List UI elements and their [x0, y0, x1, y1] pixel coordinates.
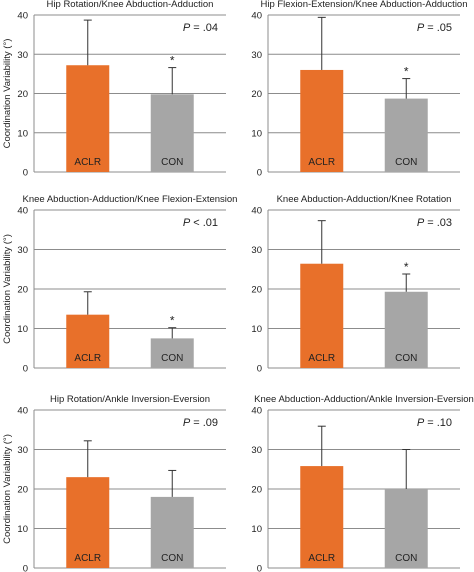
bar-aclr — [66, 65, 110, 172]
y-tick-label: 30 — [251, 50, 262, 61]
p-value-text: < .01 — [190, 217, 218, 229]
p-value-label: P = .03 — [417, 217, 452, 229]
y-tick-label: 10 — [251, 324, 262, 335]
bar-con — [384, 98, 428, 172]
bar-aclr — [300, 466, 344, 568]
p-value-prefix: P — [183, 417, 191, 429]
y-tick-label: 10 — [251, 524, 262, 535]
p-value-prefix: P — [183, 22, 191, 34]
bar-con — [150, 94, 194, 172]
p-value-label: P < .01 — [183, 217, 218, 229]
chart-panel-1: 0 10 20 30 40 Hip Rotation/Knee Abduction-Add… — [2, 0, 226, 179]
bar-aclr — [66, 314, 110, 368]
p-value-prefix: P — [183, 217, 191, 229]
p-value-text: = .10 — [424, 417, 452, 429]
y-tick-label: 20 — [251, 285, 262, 296]
y-tick-label: 20 — [17, 89, 28, 100]
y-tick-label: 0 — [257, 364, 262, 375]
y-tick-label: 20 — [251, 89, 262, 100]
bar-aclr — [300, 69, 344, 172]
p-value-label: P = .09 — [183, 417, 218, 429]
bar-label-aclr: ACLR — [74, 553, 101, 564]
bar-con — [150, 496, 194, 568]
bar-label-con: CON — [395, 353, 417, 364]
significance-marker: * — [170, 314, 175, 328]
significance-marker: * — [170, 54, 175, 68]
y-tick-label: 40 — [251, 406, 262, 417]
bar-label-con: CON — [161, 353, 183, 364]
y-tick-label: 20 — [17, 485, 28, 496]
y-tick-label: 20 — [251, 485, 262, 496]
bar-aclr — [66, 477, 110, 568]
y-tick-label: 10 — [17, 324, 28, 335]
bar-label-aclr: ACLR — [74, 353, 101, 364]
bar-con — [384, 489, 428, 568]
p-value-text: = .04 — [190, 22, 218, 34]
y-tick-label: 10 — [17, 524, 28, 535]
y-tick-label: 30 — [17, 245, 28, 256]
p-value-text: = .03 — [424, 217, 452, 229]
y-tick-label: 0 — [257, 168, 262, 179]
y-tick-label: 40 — [17, 11, 28, 22]
y-tick-label: 30 — [17, 50, 28, 61]
y-tick-label: 0 — [257, 564, 262, 572]
y-tick-label: 20 — [17, 285, 28, 296]
significance-marker: * — [404, 260, 409, 274]
y-tick-label: 0 — [23, 168, 28, 179]
y-tick-label: 10 — [17, 128, 28, 139]
chart-panel-4: 0 10 20 30 40 Knee Abduction-Adduction/Knee R… — [251, 194, 460, 375]
y-tick-label: 40 — [17, 406, 28, 417]
y-axis-label: Coordination Variability (°) — [2, 39, 13, 149]
p-value-text: = .05 — [424, 22, 452, 34]
bar-label-con: CON — [161, 157, 183, 168]
bar-label-con: CON — [395, 553, 417, 564]
y-tick-label: 30 — [17, 445, 28, 456]
p-value-text: = .09 — [190, 417, 218, 429]
p-value-label: P = .05 — [417, 22, 452, 34]
chart-title: Hip Flexion-Extension/Knee Abduction-Add… — [260, 0, 467, 10]
chart-title: Hip Rotation/Ankle Inversion-Eversion — [50, 394, 210, 405]
bar-label-aclr: ACLR — [308, 157, 335, 168]
chart-title: Knee Abduction-Adduction/Ankle Inversion… — [254, 394, 474, 405]
bar-aclr — [300, 263, 344, 368]
p-value-prefix: P — [417, 217, 425, 229]
y-tick-label: 40 — [17, 206, 28, 217]
y-tick-label: 30 — [251, 245, 262, 256]
chart-panel-5: 0 10 20 30 40 Hip Rotation/Ankle Inversion-Ev… — [2, 394, 226, 572]
bar-label-aclr: ACLR — [308, 353, 335, 364]
p-value-label: P = .04 — [183, 22, 218, 34]
p-value-label: P = .10 — [417, 417, 452, 429]
significance-marker: * — [404, 65, 409, 79]
bar-label-con: CON — [395, 157, 417, 168]
p-value-prefix: P — [417, 417, 425, 429]
bar-label-aclr: ACLR — [74, 157, 101, 168]
chart-title: Knee Abduction-Adduction/Knee Flexion-Ex… — [23, 194, 238, 205]
p-value-prefix: P — [417, 22, 425, 34]
y-tick-label: 0 — [23, 364, 28, 375]
bar-label-aclr: ACLR — [308, 553, 335, 564]
y-tick-label: 0 — [23, 564, 28, 572]
chart-title: Knee Abduction-Adduction/Knee Rotation — [277, 194, 452, 205]
bar-label-con: CON — [161, 553, 183, 564]
y-tick-label: 10 — [251, 128, 262, 139]
chart-title: Hip Rotation/Knee Abduction-Adduction — [47, 0, 214, 10]
y-tick-label: 40 — [251, 11, 262, 22]
bar-con — [150, 338, 194, 368]
y-tick-label: 40 — [251, 206, 262, 217]
y-tick-label: 30 — [251, 445, 262, 456]
y-axis-label: Coordination Variability (°) — [2, 434, 13, 544]
bar-con — [384, 291, 428, 368]
y-axis-label: Coordination Variability (°) — [2, 234, 13, 344]
